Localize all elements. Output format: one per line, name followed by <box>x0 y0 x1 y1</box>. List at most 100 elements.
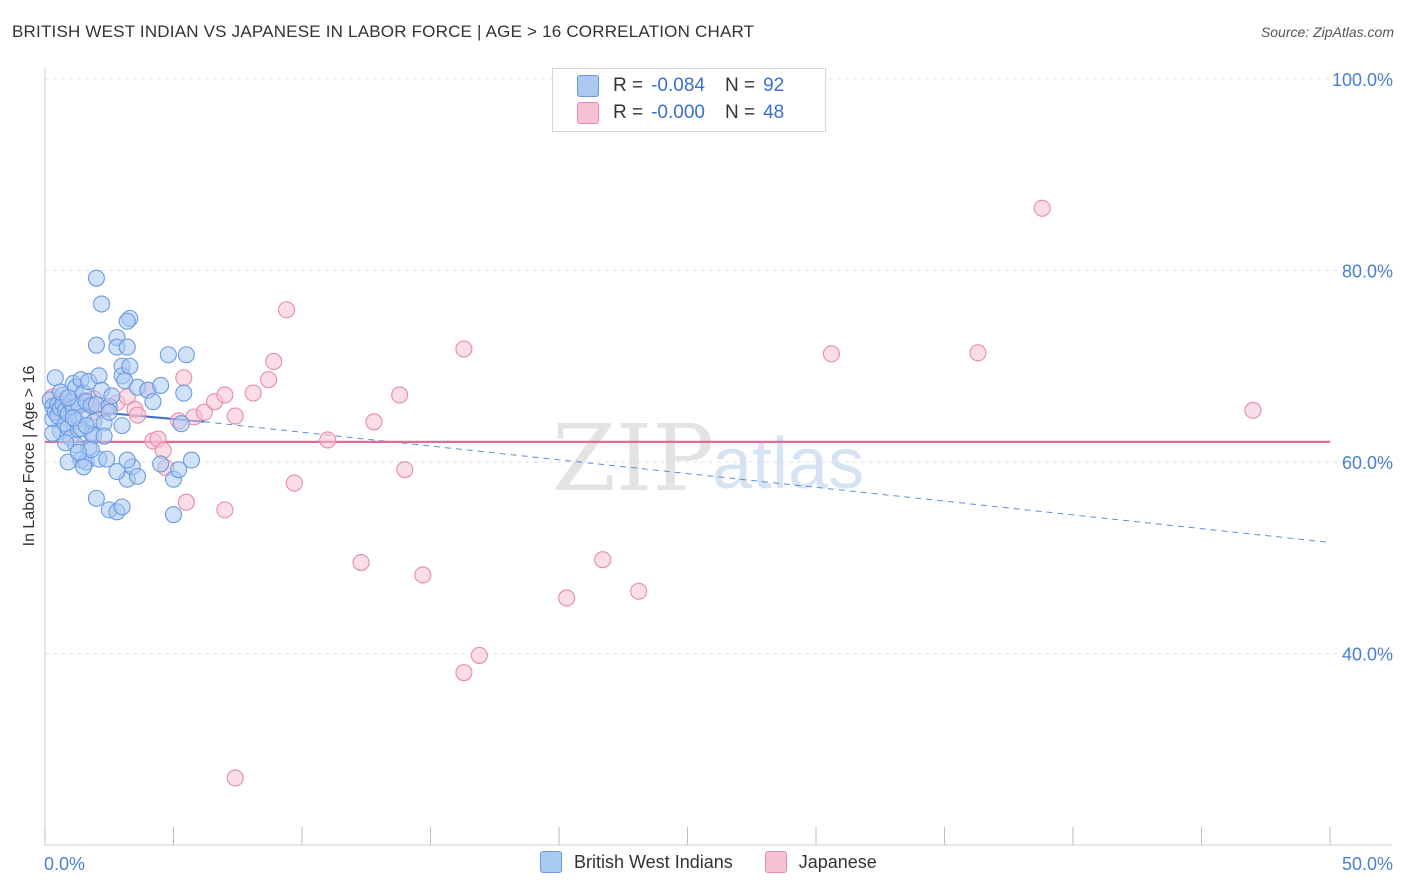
series-legend: British West Indians Japanese <box>540 851 909 873</box>
x-tick-label: 50.0% <box>1342 854 1393 874</box>
legend-swatch-pink <box>577 102 599 124</box>
data-point-japanese <box>1033 199 1051 217</box>
data-point-japanese <box>1244 401 1262 419</box>
data-point-british-west-indians <box>177 346 195 364</box>
data-point-british-west-indians <box>121 357 139 375</box>
data-point-japanese <box>285 474 303 492</box>
data-point-japanese <box>391 386 409 404</box>
legend-r-value: -0.084 <box>651 75 705 96</box>
data-point-british-west-indians <box>118 451 136 469</box>
data-point-japanese <box>558 589 576 607</box>
legend-n-value: 92 <box>763 75 785 96</box>
data-point-british-west-indians <box>113 417 131 435</box>
data-point-british-west-indians <box>159 346 177 364</box>
data-point-british-west-indians <box>175 384 193 402</box>
axes <box>44 68 1392 846</box>
data-point-japanese <box>822 345 840 363</box>
y-tick-label: 100.0% <box>1332 70 1393 90</box>
data-point-british-west-indians <box>90 367 108 385</box>
data-point-japanese <box>594 551 612 569</box>
data-point-japanese <box>455 340 473 358</box>
source-label: Source: ZipAtlas.com <box>1260 24 1394 40</box>
data-point-japanese <box>195 403 213 421</box>
legend-r-label: R = <box>613 102 644 123</box>
data-point-japanese <box>260 371 278 389</box>
data-point-japanese <box>175 369 193 387</box>
grid-lines <box>45 78 1392 654</box>
data-point-british-west-indians <box>164 506 183 524</box>
data-point-british-west-indians <box>152 455 170 473</box>
data-point-japanese <box>414 566 432 584</box>
data-point-japanese <box>630 582 648 600</box>
y-tick-label: 60.0% <box>1342 453 1393 473</box>
data-point-japanese <box>396 461 414 479</box>
data-point-british-west-indians <box>118 312 136 330</box>
watermark: ZIP atlas <box>552 405 864 512</box>
legend-row-japanese: R = -0.000 N = 48 <box>577 100 784 126</box>
tick-labels: 40.0% 60.0% 80.0% 100.0% 0.0% 50.0% <box>44 70 1393 874</box>
legend-n-value: 48 <box>763 102 785 123</box>
data-point-british-west-indians <box>182 451 201 469</box>
data-point-japanese <box>265 352 283 371</box>
y-tick-label: 40.0% <box>1342 645 1393 665</box>
data-point-japanese <box>969 344 987 362</box>
data-point-british-west-indians <box>75 458 93 476</box>
data-point-british-west-indians <box>46 369 64 387</box>
data-point-japanese <box>470 646 488 664</box>
data-point-british-west-indians <box>69 443 87 461</box>
data-point-japanese <box>226 769 244 787</box>
data-point-japanese <box>226 407 244 425</box>
series-label: Japanese <box>798 851 877 872</box>
data-point-british-west-indians <box>87 336 105 354</box>
legend-r-value: -0.000 <box>651 102 705 123</box>
legend-n-label: N = <box>724 102 756 123</box>
watermark-atlas: atlas <box>712 424 864 504</box>
series-swatch-pink <box>764 851 787 873</box>
data-point-british-west-indians <box>95 427 113 445</box>
series-legend-british-west-indians: British West Indians <box>540 851 733 873</box>
data-point-british-west-indians <box>87 489 105 507</box>
chart-title: BRITISH WEST INDIAN VS JAPANESE IN LABOR… <box>12 22 755 41</box>
data-point-japanese <box>278 301 296 319</box>
data-point-japanese <box>128 406 147 424</box>
y-tick-label: 80.0% <box>1342 262 1393 282</box>
series-label: British West Indians <box>574 851 733 872</box>
legend-swatch-blue <box>577 75 599 97</box>
data-point-japanese <box>319 431 337 449</box>
series-swatch-blue <box>540 851 562 873</box>
data-point-british-west-indians <box>108 463 126 481</box>
data-point-japanese <box>216 386 234 404</box>
data-point-british-west-indians <box>59 389 77 407</box>
data-point-british-west-indians <box>92 295 111 313</box>
series-legend-japanese: Japanese <box>764 851 877 873</box>
correlation-legend: R = -0.084 N = 92 R = -0.000 N = 48 <box>552 68 826 132</box>
data-point-british-west-indians <box>128 467 147 485</box>
data-point-japanese <box>352 553 370 572</box>
data-point-japanese <box>244 384 262 402</box>
data-point-british-west-indians <box>172 415 190 433</box>
data-point-british-west-indians <box>118 338 136 356</box>
data-point-british-west-indians <box>57 434 75 452</box>
data-point-british-west-indians <box>77 417 95 435</box>
data-points <box>41 199 1262 787</box>
data-point-british-west-indians <box>170 461 188 479</box>
data-point-british-west-indians <box>152 376 170 394</box>
data-point-japanese <box>216 501 234 519</box>
data-point-british-west-indians <box>100 403 118 421</box>
legend-n-label: N = <box>724 75 756 96</box>
watermark-zip: ZIP <box>552 405 714 512</box>
y-axis-label: In Labor Force | Age > 16 <box>21 366 38 547</box>
data-point-british-west-indians <box>64 409 82 427</box>
legend-r-label: R = <box>613 75 644 96</box>
data-point-japanese <box>177 493 195 511</box>
legend-row-british-west-indians: R = -0.084 N = 92 <box>577 73 784 99</box>
data-point-british-west-indians <box>113 498 131 516</box>
x-tick-label: 0.0% <box>44 854 85 874</box>
data-point-british-west-indians <box>87 269 105 287</box>
data-point-british-west-indians <box>144 393 162 411</box>
data-point-japanese <box>365 413 383 431</box>
data-point-british-west-indians <box>98 450 116 468</box>
data-point-british-west-indians <box>103 387 121 405</box>
data-point-japanese <box>455 664 473 682</box>
